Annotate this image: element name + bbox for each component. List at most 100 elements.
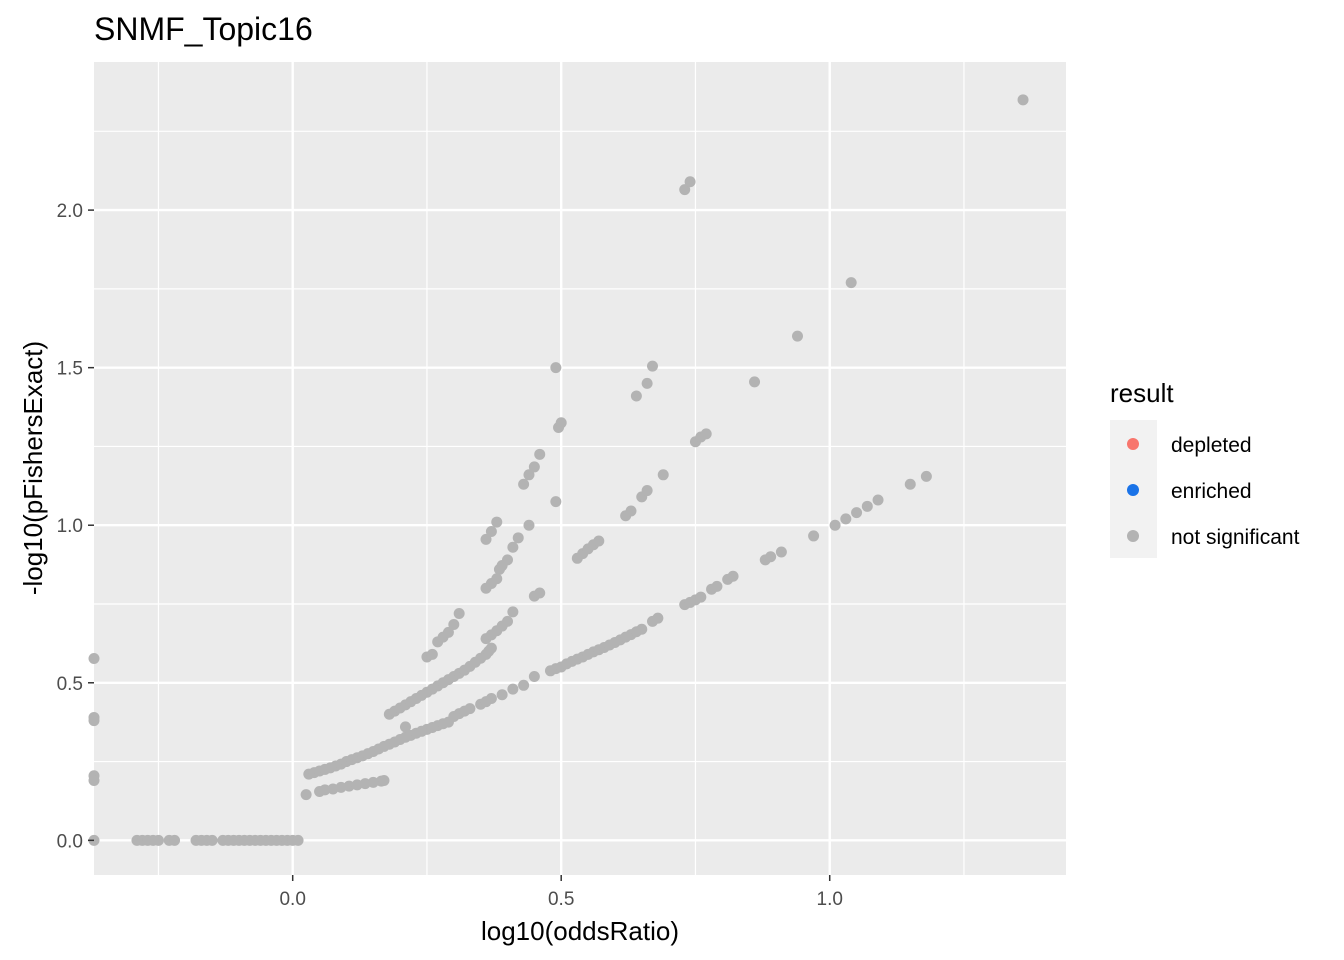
data-point bbox=[630, 390, 642, 402]
x-axis-title: log10(oddsRatio) bbox=[481, 916, 679, 946]
y-tick-label: 2.0 bbox=[57, 201, 83, 222]
data-point bbox=[808, 530, 820, 542]
data-point bbox=[507, 683, 519, 695]
data-point bbox=[711, 580, 723, 592]
data-point bbox=[775, 546, 787, 558]
data-point bbox=[1017, 94, 1029, 106]
data-point bbox=[695, 591, 707, 603]
data-point bbox=[512, 532, 524, 544]
data-point bbox=[502, 615, 514, 627]
x-tick-label: 1.0 bbox=[817, 889, 843, 910]
data-point bbox=[206, 834, 218, 846]
data-point bbox=[343, 780, 355, 792]
legend-label: enriched bbox=[1171, 480, 1252, 503]
data-point bbox=[523, 519, 535, 531]
legend-title: result bbox=[1110, 378, 1174, 408]
data-point bbox=[791, 330, 803, 342]
data-point bbox=[641, 377, 653, 389]
data-point bbox=[359, 778, 371, 790]
data-point bbox=[507, 606, 519, 618]
data-point bbox=[485, 693, 497, 705]
data-point bbox=[169, 834, 181, 846]
data-point bbox=[485, 526, 497, 538]
data-point bbox=[550, 362, 562, 374]
data-point bbox=[593, 535, 605, 547]
data-point bbox=[292, 834, 304, 846]
y-axis-ticks: 0.0 0.5 1.0 1.5 2.0 bbox=[57, 201, 94, 852]
data-point bbox=[426, 648, 438, 660]
data-point bbox=[485, 642, 497, 654]
data-point bbox=[904, 478, 916, 490]
y-tick-label: 1.5 bbox=[57, 359, 83, 380]
data-point bbox=[88, 715, 100, 727]
data-point bbox=[496, 689, 508, 701]
y-tick-label: 0.5 bbox=[57, 674, 83, 695]
data-points bbox=[88, 94, 1029, 846]
data-point bbox=[507, 541, 519, 553]
legend-label: depleted bbox=[1171, 434, 1252, 457]
data-point bbox=[646, 360, 658, 372]
data-point bbox=[480, 533, 492, 545]
chart-title: SNMF_Topic16 bbox=[94, 11, 313, 47]
data-point bbox=[534, 448, 546, 460]
data-point bbox=[367, 776, 379, 788]
data-point bbox=[861, 500, 873, 512]
data-point bbox=[636, 623, 648, 635]
data-point bbox=[845, 277, 857, 289]
data-point bbox=[528, 461, 540, 473]
data-point bbox=[534, 587, 546, 599]
legend: result depleted enriched not significant bbox=[1110, 378, 1300, 558]
x-tick-label: 0.5 bbox=[548, 889, 574, 910]
data-point bbox=[518, 679, 530, 691]
data-point bbox=[88, 774, 100, 786]
data-point bbox=[335, 781, 347, 793]
data-point bbox=[700, 428, 712, 440]
data-point bbox=[920, 470, 932, 482]
data-point bbox=[88, 653, 100, 665]
legend-key-enriched bbox=[1127, 484, 1139, 496]
data-point bbox=[152, 834, 164, 846]
data-point bbox=[550, 496, 562, 508]
data-point bbox=[319, 784, 331, 796]
legend-key-depleted bbox=[1127, 438, 1139, 450]
y-tick-label: 0.0 bbox=[57, 831, 83, 852]
data-point bbox=[652, 612, 664, 624]
legend-label: not significant bbox=[1171, 526, 1300, 549]
data-point bbox=[518, 478, 530, 490]
data-point bbox=[829, 519, 841, 531]
data-point bbox=[679, 184, 691, 196]
data-point bbox=[491, 573, 503, 585]
data-point bbox=[657, 469, 669, 481]
minor-grid bbox=[94, 62, 1066, 875]
legend-key-not-significant bbox=[1127, 530, 1139, 542]
data-point bbox=[872, 494, 884, 506]
y-tick-label: 1.0 bbox=[57, 516, 83, 537]
data-point bbox=[727, 570, 739, 582]
data-point bbox=[840, 513, 852, 525]
data-point bbox=[442, 626, 454, 638]
data-point bbox=[502, 554, 514, 566]
data-point bbox=[464, 703, 476, 715]
y-axis-title: -log10(pFishersExact) bbox=[18, 341, 48, 595]
plot-panel bbox=[94, 62, 1066, 875]
data-point bbox=[300, 789, 312, 801]
x-axis-ticks: 0.0 0.5 1.0 bbox=[279, 875, 843, 910]
data-point bbox=[378, 774, 390, 786]
data-point bbox=[749, 376, 761, 388]
data-point bbox=[351, 779, 363, 791]
data-point bbox=[851, 507, 863, 519]
data-point bbox=[555, 417, 567, 429]
data-point bbox=[641, 485, 653, 497]
data-point bbox=[448, 618, 460, 630]
data-point bbox=[528, 670, 540, 682]
data-point bbox=[684, 176, 696, 188]
data-point bbox=[625, 505, 637, 517]
major-grid bbox=[94, 62, 1066, 875]
data-point bbox=[523, 469, 535, 481]
data-point bbox=[453, 607, 465, 619]
data-point bbox=[491, 516, 503, 528]
data-point bbox=[765, 551, 777, 563]
data-point bbox=[399, 721, 411, 733]
x-tick-label: 0.0 bbox=[279, 889, 305, 910]
